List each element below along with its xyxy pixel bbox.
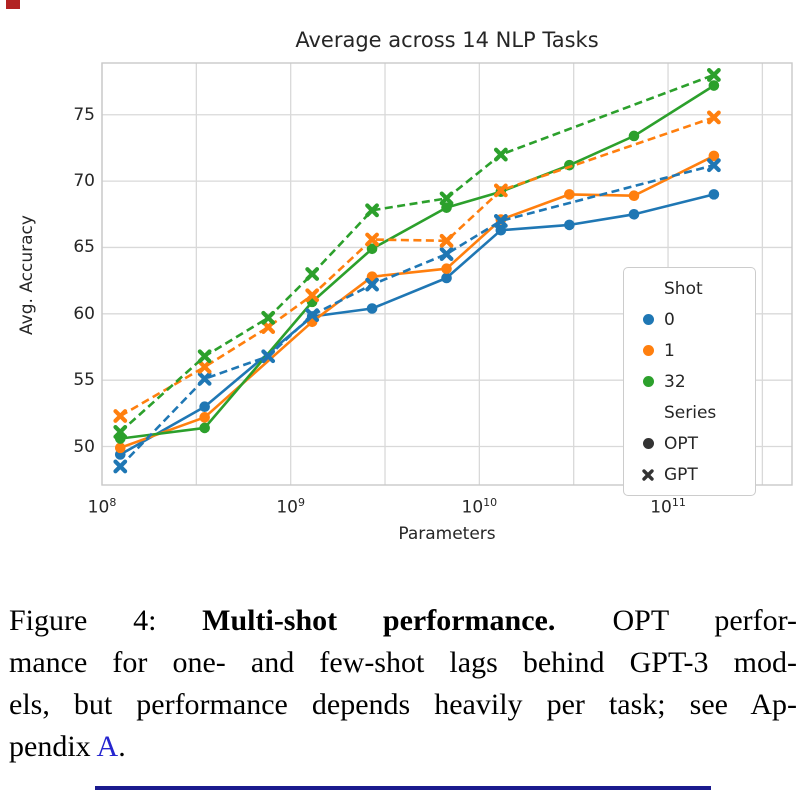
legend-circle-marker-icon	[642, 376, 654, 387]
legend-x-marker-icon	[642, 468, 654, 481]
data-point-opt-1shot	[708, 150, 720, 162]
data-point-opt-0shot	[708, 189, 720, 200]
data-point-gpt-32shot	[493, 147, 508, 162]
y-axis-label: Avg. Accuracy	[17, 215, 37, 335]
legend: Shot 0 1 32 Series OPT GPT	[623, 267, 756, 496]
series-line-gpt-0shot	[119, 163, 715, 468]
data-point-gpt-32shot	[365, 203, 379, 218]
data-point-opt-0shot	[441, 272, 452, 284]
bottom-rule	[95, 786, 711, 790]
data-point-gpt-1shot	[365, 232, 379, 247]
data-point-gpt-0shot	[439, 247, 454, 261]
caption-line: mance for one- and few-shot lags behind …	[9, 642, 797, 684]
data-point-gpt-1shot	[197, 359, 212, 374]
caption-text: Figure 4:	[9, 604, 157, 637]
figure-caption: Figure 4: Multi-shot performance. OPT pe…	[9, 600, 797, 768]
data-point-gpt-32shot	[706, 68, 721, 82]
data-point-opt-1shot	[564, 189, 575, 200]
y-tick-label: 60	[73, 303, 95, 324]
y-tick-label: 70	[73, 171, 95, 192]
legend-section-header: Shot	[664, 278, 703, 299]
caption-line: Figure 4: Multi-shot performance. OPT pe…	[9, 600, 797, 642]
legend-item-opt: OPT	[632, 428, 747, 459]
data-point-gpt-0shot	[365, 277, 379, 292]
data-point-gpt-1shot	[113, 409, 128, 423]
x-tick-label: 109	[276, 496, 305, 518]
data-point-gpt-32shot	[197, 349, 212, 364]
y-tick-label: 75	[73, 104, 95, 125]
x-tick-label: 108	[87, 496, 117, 518]
data-point-gpt-1shot	[493, 183, 508, 198]
data-point-opt-32shot	[366, 243, 378, 255]
legend-item-label: 0	[664, 309, 675, 330]
legend-circle-marker-icon	[642, 438, 654, 449]
data-point-opt-32shot	[441, 202, 452, 213]
data-point-opt-1shot	[199, 412, 210, 423]
chart-title: Average across 14 NLP Tasks	[295, 28, 599, 52]
y-tick-label: 55	[73, 370, 95, 391]
legend-item-0: 0	[632, 304, 747, 335]
data-point-opt-0shot	[366, 303, 378, 314]
legend-item-32: 32	[632, 366, 747, 397]
legend-item-label: GPT	[664, 464, 698, 485]
data-point-opt-0shot	[495, 224, 507, 236]
caption-text: els, but performance depends heavily per…	[9, 688, 797, 721]
data-point-gpt-1shot	[305, 288, 320, 303]
data-point-gpt-32shot	[113, 425, 128, 439]
data-point-opt-0shot	[628, 208, 640, 220]
legend-item-1: 1	[632, 335, 747, 366]
data-point-gpt-1shot	[706, 110, 721, 125]
y-tick-label: 50	[73, 436, 95, 457]
data-point-opt-1shot	[114, 442, 126, 454]
appendix-a-link[interactable]: A	[96, 730, 119, 763]
legend-circle-marker-icon	[642, 345, 654, 356]
data-point-opt-0shot	[564, 219, 575, 231]
caption-line: els, but performance depends heavily per…	[9, 684, 797, 726]
x-tick-label: 1010	[461, 496, 498, 518]
data-point-gpt-1shot	[439, 233, 454, 248]
data-point-gpt-0shot	[197, 371, 212, 386]
data-point-opt-32shot	[199, 422, 210, 434]
caption-text: pendix	[9, 730, 91, 763]
data-point-gpt-32shot	[305, 267, 320, 281]
legend-item-label: 32	[664, 371, 686, 392]
legend-section-header: Series	[664, 402, 717, 423]
data-point-opt-32shot	[628, 130, 640, 142]
caption-text: OPT perfor-	[612, 604, 798, 637]
data-point-gpt-32shot	[261, 310, 276, 325]
data-point-gpt-0shot	[113, 459, 128, 474]
caption-text: Multi-shot performance.	[202, 604, 556, 637]
legend-circle-marker-icon	[642, 314, 654, 325]
data-point-gpt-32shot	[439, 191, 454, 206]
series-line-gpt-32shot	[119, 73, 715, 433]
legend-item-gpt: GPT	[632, 459, 747, 490]
x-tick-label: 1011	[650, 496, 686, 518]
data-point-gpt-0shot	[261, 349, 276, 364]
page-corner-artifact	[6, 0, 20, 9]
legend-item-label: 1	[664, 340, 675, 361]
series-line-gpt-1shot	[119, 116, 715, 418]
data-point-gpt-0shot	[305, 308, 320, 323]
legend-item-label: OPT	[664, 433, 699, 454]
caption-text: .	[118, 730, 126, 763]
data-point-opt-32shot	[708, 80, 720, 91]
y-tick-label: 65	[73, 237, 95, 258]
data-point-opt-1shot	[441, 263, 452, 274]
data-point-opt-0shot	[199, 401, 210, 413]
data-point-gpt-0shot	[493, 214, 508, 228]
caption-line: pendix A.	[9, 726, 797, 768]
data-point-gpt-0shot	[706, 158, 721, 173]
caption-text: mance for one- and few-shot lags behind …	[9, 646, 797, 679]
x-axis-label: Parameters	[398, 524, 496, 544]
plot-frame	[101, 62, 793, 486]
data-point-opt-1shot	[628, 190, 640, 202]
